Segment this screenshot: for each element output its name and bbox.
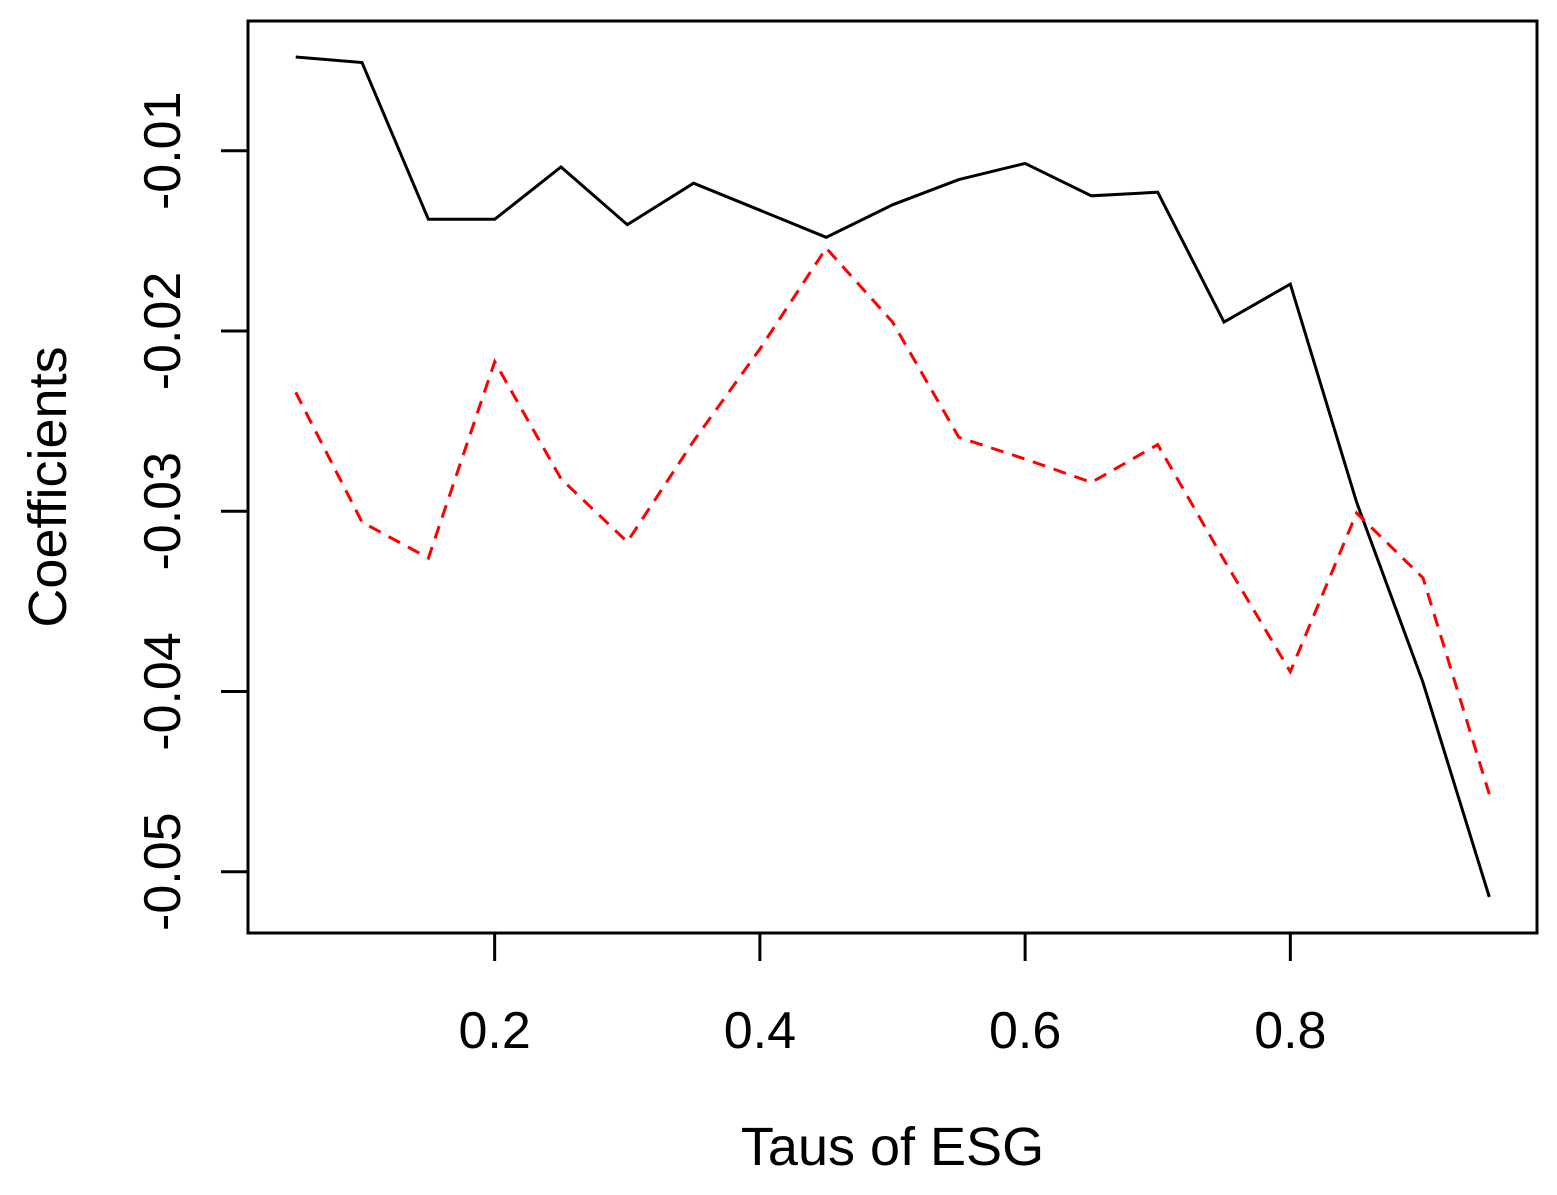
y-tick-label: -0.03 bbox=[134, 452, 192, 571]
y-tick-label: -0.01 bbox=[134, 92, 192, 211]
y-tick-label: -0.05 bbox=[134, 812, 192, 931]
plot-box bbox=[246, 19, 1539, 935]
y-tick-label: -0.02 bbox=[134, 272, 192, 391]
x-tick-label: 0.4 bbox=[724, 1002, 796, 1060]
series-solid bbox=[295, 55, 1491, 898]
x-tick-label: 0.8 bbox=[1254, 1002, 1326, 1060]
y-axis: -0.01 -0.02 -0.03 -0.04 -0.05 bbox=[134, 92, 248, 931]
series-dashed bbox=[294, 245, 1491, 795]
series-lines bbox=[294, 55, 1491, 898]
x-tick-label: 0.2 bbox=[459, 1002, 531, 1060]
x-axis-title: Taus of ESG bbox=[741, 1117, 1044, 1177]
y-tick-label: -0.04 bbox=[134, 632, 192, 751]
x-tick-label: 0.6 bbox=[989, 1002, 1061, 1060]
x-axis: 0.2 0.4 0.6 0.8 bbox=[459, 933, 1326, 1060]
y-axis-title: Coefficients bbox=[18, 346, 78, 627]
